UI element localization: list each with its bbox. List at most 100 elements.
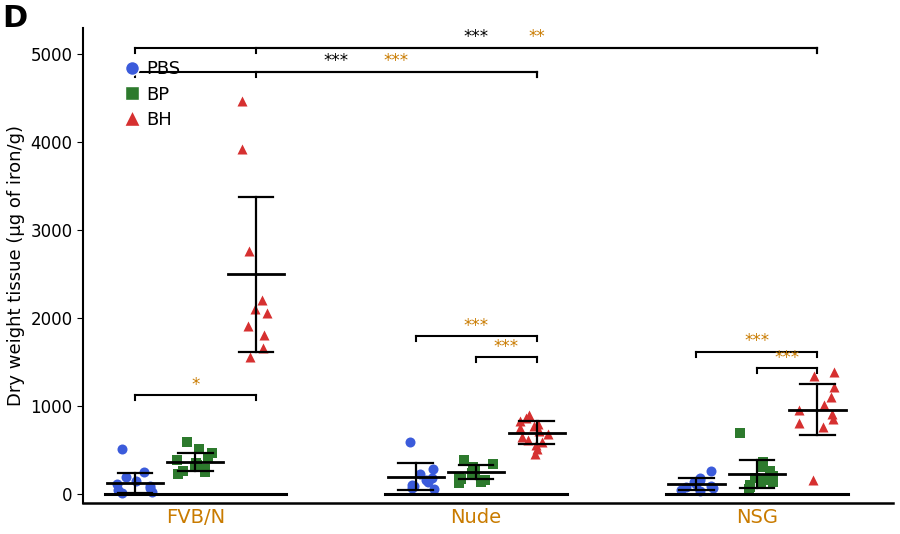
Point [468,471,482,480]
Point [521,436,535,444]
Point [765,477,779,486]
Point [513,417,527,426]
Point [464,469,479,477]
Point [180,437,194,446]
Point [192,444,206,453]
Point [522,411,536,419]
Point [187,463,202,472]
Point [743,483,758,491]
Point [688,480,703,488]
Text: ***: *** [464,317,489,334]
Point [454,474,468,483]
Point [756,458,770,466]
Point [171,470,185,478]
Point [526,422,541,430]
Point [413,470,428,478]
Point [474,477,489,486]
Point [145,488,159,496]
Point [478,476,492,484]
Text: ***: *** [383,52,409,70]
Point [198,468,212,477]
Point [426,465,440,473]
Text: ***: *** [744,332,770,350]
Text: D: D [2,4,27,33]
Point [693,473,707,482]
Point [466,466,481,474]
Point [119,473,133,481]
Point [519,413,534,422]
Text: **: ** [528,28,545,46]
Point [825,414,840,423]
Text: *: * [191,375,200,394]
Point [704,481,718,490]
Y-axis label: Dry weight tissue (μg of iron/g): Dry weight tissue (μg of iron/g) [7,125,25,406]
Point [817,401,832,410]
Point [516,433,530,442]
Point [766,472,780,480]
Point [235,145,249,153]
Point [706,483,720,492]
Point [242,247,256,256]
Point [170,456,184,464]
Text: ***: *** [494,337,519,356]
Point [742,484,757,493]
Point [763,467,778,476]
Point [530,445,544,454]
Point [733,428,747,437]
Point [486,459,500,468]
Point [452,473,466,481]
Point [704,467,718,476]
Point [824,392,838,401]
Point [204,449,219,457]
Point [425,473,439,482]
Point [142,484,157,492]
Point [260,309,274,317]
Point [418,476,433,484]
Legend: PBS, BP, BH: PBS, BP, BH [124,60,180,129]
Point [114,489,129,497]
Point [235,96,249,105]
Point [257,331,272,339]
Point [528,450,543,458]
Point [827,368,842,376]
Point [468,467,482,476]
Point [427,485,441,493]
Point [176,466,190,475]
Point [129,477,143,485]
Point [115,444,130,453]
Point [190,461,204,469]
Point [532,427,546,435]
Point [673,485,688,494]
Point [402,437,417,446]
Point [143,482,157,491]
Point [201,452,215,461]
Point [452,478,466,487]
Point [530,420,544,428]
Point [457,456,472,464]
Point [693,486,707,495]
Point [110,480,124,488]
Point [806,372,821,381]
Point [242,352,256,361]
Point [693,476,707,484]
Point [806,476,821,484]
Point [189,458,203,467]
Point [679,483,693,491]
Point [535,438,549,446]
Point [111,486,125,494]
Point [466,463,481,472]
Point [405,481,419,489]
Point [405,484,419,492]
Point [513,424,527,433]
Point [743,481,758,489]
Point [754,479,769,488]
Point [815,423,830,431]
Point [137,468,151,477]
Text: ***: *** [323,52,348,70]
Point [792,405,806,414]
Text: ***: *** [775,349,800,367]
Point [241,322,256,331]
Point [688,478,702,486]
Point [248,304,262,313]
Point [825,410,840,419]
